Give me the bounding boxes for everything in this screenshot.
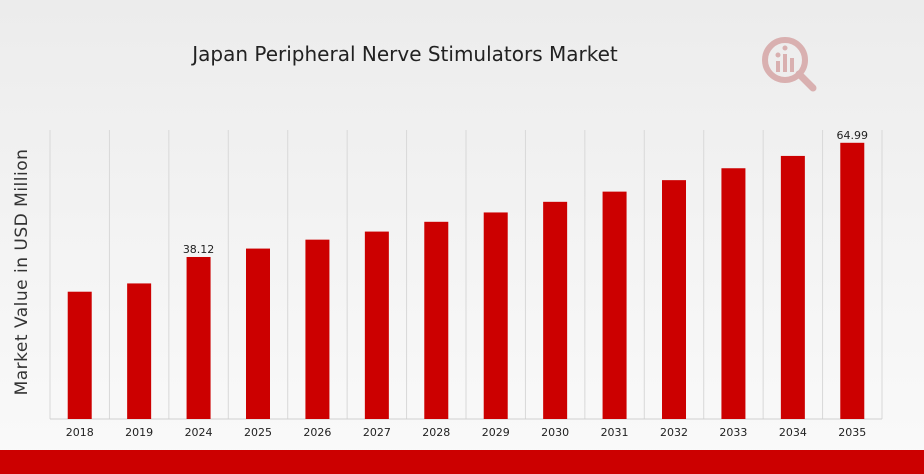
bar-2018 [67, 291, 92, 419]
bar-2029 [483, 212, 508, 419]
bar-2027 [364, 231, 389, 419]
x-tick-label-2027: 2027 [363, 426, 391, 439]
bar-2030 [543, 201, 568, 419]
chart-title: Japan Peripheral Nerve Stimulators Marke… [192, 42, 618, 66]
bar-2028 [424, 221, 449, 419]
x-tick-label-2033: 2033 [719, 426, 747, 439]
bars [67, 142, 865, 420]
grid-lines [49, 130, 883, 420]
x-tick-label-2028: 2028 [422, 426, 450, 439]
x-tick-label-2029: 2029 [482, 426, 510, 439]
x-tick-label-2034: 2034 [779, 426, 807, 439]
x-tick-labels: 2018 2019 2024 2025 2026 2027 2028 2029 2030 2031… [66, 426, 867, 439]
bar-2034 [780, 155, 805, 420]
bar-2033 [721, 168, 746, 419]
bar-2019 [127, 283, 152, 419]
x-tick-label-2019: 2019 [125, 426, 153, 439]
x-tick-label-2035: 2035 [838, 426, 866, 439]
bar-2031 [602, 191, 627, 419]
x-tick-label-2025: 2025 [244, 426, 272, 439]
bar-2032 [662, 180, 686, 419]
data-label-2024: 38.12 [183, 243, 215, 256]
data-labels: 38.12 64.99 [183, 129, 868, 256]
bar-2025 [246, 248, 270, 419]
x-tick-label-2024: 2024 [185, 426, 213, 439]
bar-2024 [186, 256, 211, 419]
bar-2026 [305, 239, 330, 419]
x-tick-label-2030: 2030 [541, 426, 569, 439]
x-tick-label-2018: 2018 [66, 426, 94, 439]
x-tick-label-2031: 2031 [601, 426, 629, 439]
bottom-accent-bar [0, 450, 924, 474]
data-label-2035: 64.99 [837, 129, 869, 142]
bar-2035 [840, 142, 865, 420]
x-tick-label-2032: 2032 [660, 426, 688, 439]
market-research-logo-icon [762, 37, 817, 92]
x-tick-label-2026: 2026 [303, 426, 331, 439]
